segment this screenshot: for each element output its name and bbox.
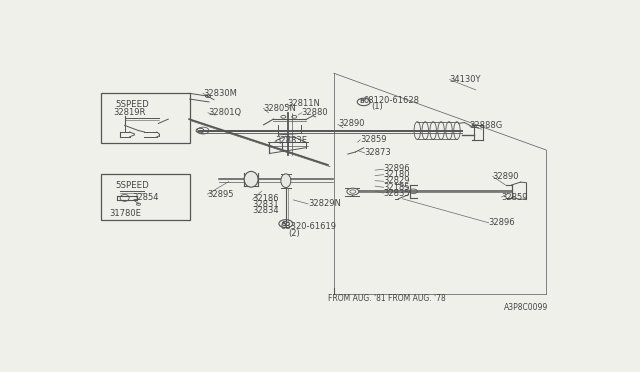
Text: (2): (2) xyxy=(288,229,300,238)
Text: 32829N: 32829N xyxy=(308,199,341,208)
Text: A3P8C0099: A3P8C0099 xyxy=(504,303,548,312)
Text: 31780E: 31780E xyxy=(110,209,141,218)
Text: 32834: 32834 xyxy=(253,206,279,215)
Text: 32859: 32859 xyxy=(502,193,528,202)
Text: 34130Y: 34130Y xyxy=(449,75,481,84)
Text: 32805N: 32805N xyxy=(264,104,296,113)
Text: FROM AUG. '81: FROM AUG. '81 xyxy=(328,295,386,304)
Text: 32859: 32859 xyxy=(360,135,387,144)
Text: 32830M: 32830M xyxy=(203,89,237,98)
Text: 32831: 32831 xyxy=(253,200,279,209)
Circle shape xyxy=(347,188,359,195)
Text: S: S xyxy=(282,221,286,227)
Text: 32835: 32835 xyxy=(383,189,410,198)
Text: 32888G: 32888G xyxy=(469,121,502,130)
Bar xyxy=(101,93,189,144)
Text: 32880: 32880 xyxy=(301,108,328,117)
Text: 32890: 32890 xyxy=(493,172,519,181)
Text: 32895: 32895 xyxy=(207,190,234,199)
Bar xyxy=(101,174,189,220)
Text: (1): (1) xyxy=(372,102,383,111)
Text: 32896: 32896 xyxy=(489,218,515,227)
Text: 32186: 32186 xyxy=(253,194,279,203)
Text: B: B xyxy=(359,99,364,105)
Text: 5SPEED: 5SPEED xyxy=(116,181,150,190)
Text: 32854: 32854 xyxy=(132,193,159,202)
Text: 5SPEED: 5SPEED xyxy=(116,100,150,109)
Text: 32811N: 32811N xyxy=(287,99,320,108)
Text: 32801Q: 32801Q xyxy=(208,108,241,117)
Text: 32185: 32185 xyxy=(383,183,410,192)
Text: 32883E: 32883E xyxy=(275,136,307,145)
Text: FROM AUG. '78: FROM AUG. '78 xyxy=(388,295,445,304)
Ellipse shape xyxy=(244,171,258,187)
Text: 32890: 32890 xyxy=(338,119,364,128)
Text: 32873: 32873 xyxy=(365,148,392,157)
Text: 32829: 32829 xyxy=(383,176,410,186)
Ellipse shape xyxy=(281,174,291,187)
Text: 08120-61628: 08120-61628 xyxy=(364,96,420,105)
Text: 08320-61619: 08320-61619 xyxy=(281,222,337,231)
Text: 32180: 32180 xyxy=(383,170,410,179)
Text: 32819R: 32819R xyxy=(114,108,146,117)
Text: 32896: 32896 xyxy=(383,164,410,173)
